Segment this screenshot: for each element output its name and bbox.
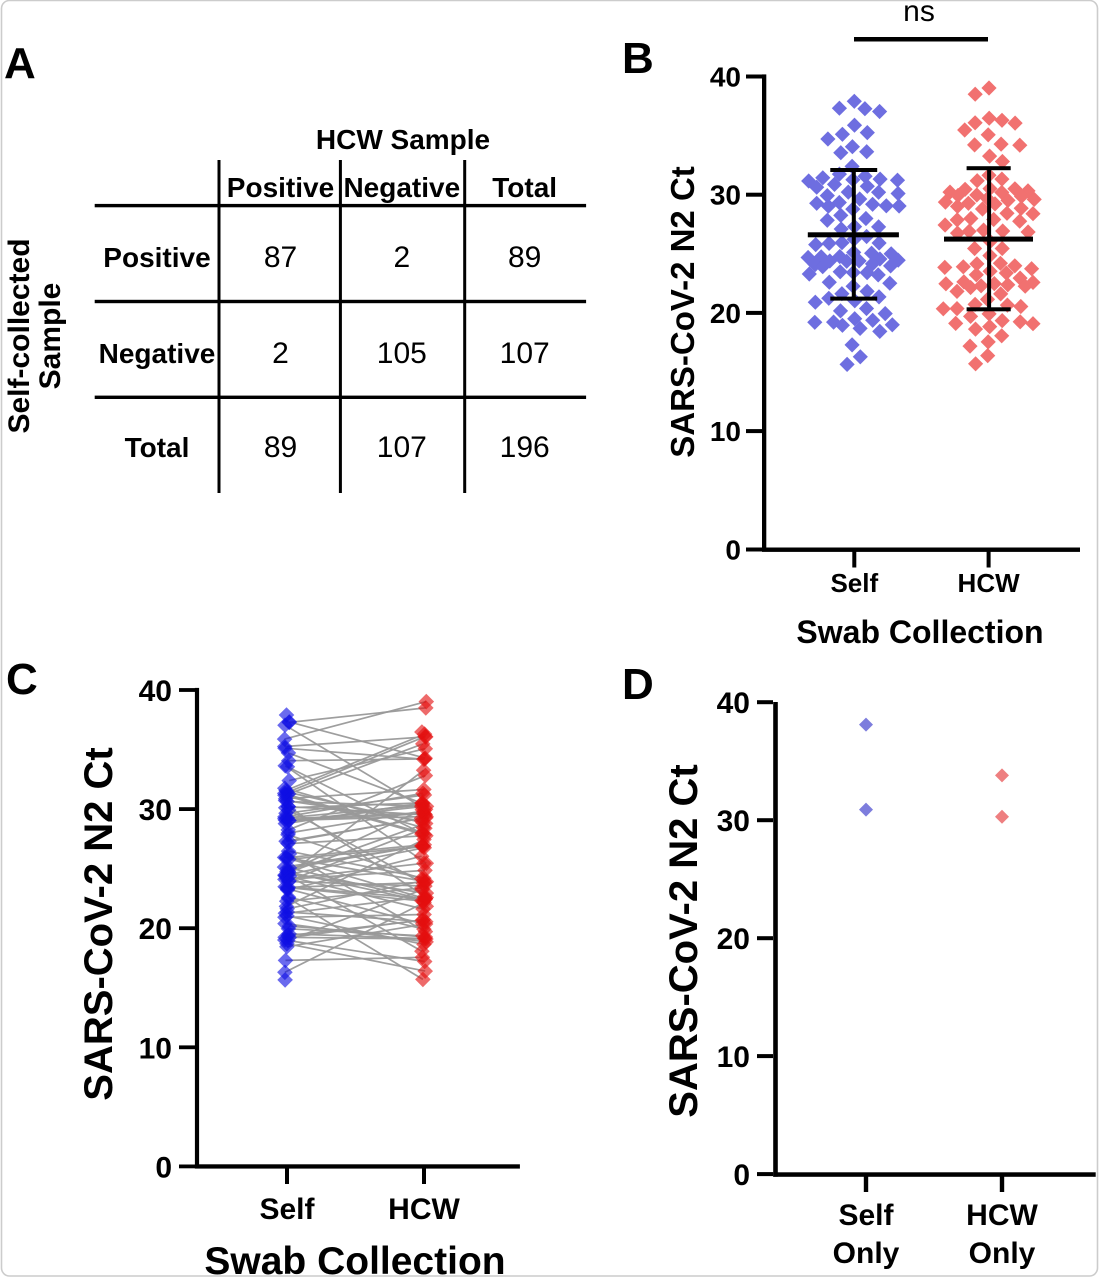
svg-text:89: 89 [508, 241, 541, 274]
svg-text:10: 10 [139, 1032, 172, 1065]
svg-text:B: B [622, 34, 654, 83]
svg-text:0: 0 [733, 1159, 750, 1192]
svg-text:D: D [622, 660, 654, 709]
svg-text:20: 20 [710, 298, 741, 329]
svg-text:Swab Collection: Swab Collection [796, 614, 1043, 650]
svg-text:30: 30 [717, 805, 750, 838]
svg-text:2: 2 [272, 337, 289, 370]
svg-text:30: 30 [139, 794, 172, 827]
svg-text:0: 0 [155, 1151, 172, 1184]
svg-text:Total: Total [125, 432, 190, 463]
svg-text:Only: Only [833, 1237, 900, 1270]
svg-text:ns: ns [903, 0, 935, 28]
svg-text:Total: Total [492, 172, 557, 203]
svg-text:40: 40 [710, 62, 741, 93]
svg-text:SARS-CoV-2 N2 Ct: SARS-CoV-2 N2 Ct [664, 166, 701, 458]
svg-text:40: 40 [139, 675, 172, 708]
svg-text:20: 20 [139, 913, 172, 946]
svg-text:2: 2 [393, 241, 410, 274]
svg-text:10: 10 [710, 416, 741, 447]
svg-text:196: 196 [500, 431, 550, 464]
svg-text:SARS-CoV-2 N2 Ct: SARS-CoV-2 N2 Ct [662, 764, 706, 1117]
svg-text:Positive: Positive [103, 242, 210, 273]
svg-text:30: 30 [710, 180, 741, 211]
svg-text:105: 105 [377, 337, 427, 370]
svg-text:40: 40 [717, 687, 750, 720]
svg-text:HCW: HCW [966, 1199, 1038, 1232]
svg-text:Self: Self [838, 1199, 894, 1232]
svg-text:107: 107 [377, 431, 427, 464]
svg-text:10: 10 [717, 1041, 750, 1074]
svg-text:Self: Self [259, 1193, 315, 1226]
svg-text:Negative: Negative [99, 338, 216, 369]
svg-text:Positive: Positive [227, 172, 334, 203]
svg-text:SARS-CoV-2 N2 Ct: SARS-CoV-2 N2 Ct [77, 747, 121, 1100]
svg-text:0: 0 [725, 535, 741, 566]
svg-text:HCW: HCW [958, 568, 1021, 598]
svg-text:87: 87 [264, 241, 297, 274]
svg-text:Sample: Sample [34, 283, 67, 390]
svg-text:Swab Collection: Swab Collection [204, 1240, 505, 1280]
svg-text:20: 20 [717, 923, 750, 956]
svg-text:Only: Only [969, 1237, 1036, 1270]
svg-text:Negative: Negative [343, 172, 460, 203]
svg-text:HCW Sample: HCW Sample [316, 124, 490, 155]
svg-text:89: 89 [264, 431, 297, 464]
svg-text:A: A [4, 39, 36, 88]
svg-text:C: C [6, 655, 38, 704]
svg-text:Self-collected: Self-collected [3, 238, 36, 433]
svg-text:Self: Self [830, 568, 878, 598]
svg-text:107: 107 [500, 337, 550, 370]
svg-text:HCW: HCW [388, 1193, 460, 1226]
